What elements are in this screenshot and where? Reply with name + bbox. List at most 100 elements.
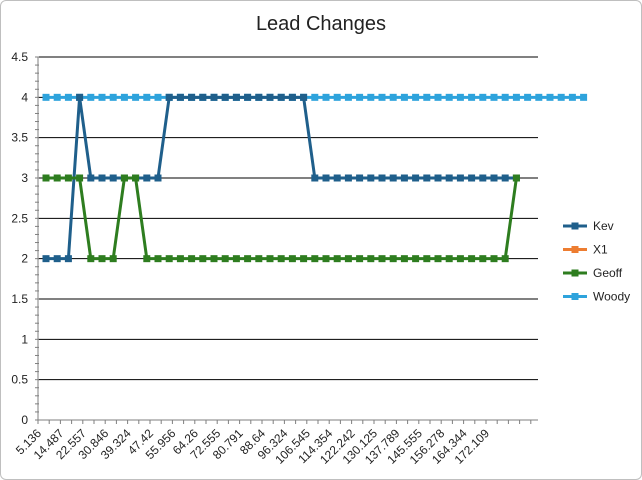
point-kev [277, 93, 285, 101]
point-kev [221, 93, 229, 101]
y-tick-label: 2.5 [11, 211, 28, 225]
point-kev [479, 174, 487, 182]
point-geoff [132, 174, 140, 182]
point-geoff [400, 255, 408, 263]
point-kev [445, 174, 453, 182]
point-woody [423, 93, 431, 101]
point-woody [98, 93, 106, 101]
point-kev [154, 174, 162, 182]
point-kev [311, 174, 319, 182]
point-geoff [244, 255, 252, 263]
point-kev [165, 93, 173, 101]
point-woody [580, 93, 588, 101]
point-woody [501, 93, 509, 101]
point-kev [255, 93, 263, 101]
point-geoff [434, 255, 442, 263]
point-woody [154, 93, 162, 101]
point-kev [423, 174, 431, 182]
point-kev [288, 93, 296, 101]
point-woody [546, 93, 554, 101]
point-kev [300, 93, 308, 101]
y-tick-label: 2 [21, 252, 28, 266]
point-geoff [344, 255, 352, 263]
point-geoff [356, 255, 364, 263]
point-geoff [412, 255, 420, 263]
point-kev [468, 174, 476, 182]
point-woody [344, 93, 352, 101]
legend-marker-woody [571, 293, 579, 300]
point-woody [468, 93, 476, 101]
point-woody [143, 93, 151, 101]
point-woody [412, 93, 420, 101]
point-geoff [367, 255, 375, 263]
point-geoff [322, 255, 330, 263]
point-woody [524, 93, 532, 101]
point-kev [400, 174, 408, 182]
point-geoff [468, 255, 476, 263]
point-geoff [199, 255, 207, 263]
point-geoff [210, 255, 218, 263]
point-geoff [456, 255, 464, 263]
point-geoff [76, 174, 84, 182]
point-woody [367, 93, 375, 101]
point-geoff [333, 255, 341, 263]
legend-label-kev: Kev [593, 219, 614, 233]
point-geoff [490, 255, 498, 263]
point-woody [456, 93, 464, 101]
point-kev [176, 93, 184, 101]
point-geoff [154, 255, 162, 263]
point-kev [98, 174, 106, 182]
y-tick-label: 4 [21, 90, 28, 104]
y-tick-label: 0 [21, 413, 28, 427]
point-kev [210, 93, 218, 101]
point-geoff [120, 174, 128, 182]
point-kev [333, 174, 341, 182]
point-geoff [53, 174, 61, 182]
legend-marker-x1 [571, 246, 579, 253]
point-geoff [277, 255, 285, 263]
legend-label-woody: Woody [593, 290, 630, 304]
point-geoff [98, 255, 106, 263]
point-woody [87, 93, 95, 101]
point-kev [322, 174, 330, 182]
y-tick-label: 1 [21, 332, 28, 346]
point-woody [311, 93, 319, 101]
point-kev [378, 174, 386, 182]
point-kev [434, 174, 442, 182]
point-geoff [188, 255, 196, 263]
point-geoff [266, 255, 274, 263]
point-woody [490, 93, 498, 101]
point-geoff [221, 255, 229, 263]
point-kev [42, 255, 50, 263]
point-kev [501, 174, 509, 182]
point-geoff [87, 255, 95, 263]
point-woody [132, 93, 140, 101]
point-kev [188, 93, 196, 101]
point-geoff [42, 174, 50, 182]
point-woody [568, 93, 576, 101]
legend-label-geoff: Geoff [593, 266, 623, 280]
point-geoff [176, 255, 184, 263]
point-kev [367, 174, 375, 182]
legend-marker-geoff [571, 269, 579, 277]
point-woody [64, 93, 72, 101]
point-kev [266, 93, 274, 101]
point-kev [109, 174, 117, 182]
y-tick-label: 3 [21, 171, 28, 185]
point-kev [232, 93, 240, 101]
point-geoff [300, 255, 308, 263]
point-woody [333, 93, 341, 101]
point-woody [356, 93, 364, 101]
point-woody [109, 93, 117, 101]
point-geoff [64, 174, 72, 182]
point-kev [53, 255, 61, 263]
point-woody [512, 93, 520, 101]
point-geoff [255, 255, 263, 263]
point-geoff [479, 255, 487, 263]
point-geoff [109, 255, 117, 263]
point-woody [557, 93, 565, 101]
point-woody [434, 93, 442, 101]
point-kev [64, 255, 72, 263]
